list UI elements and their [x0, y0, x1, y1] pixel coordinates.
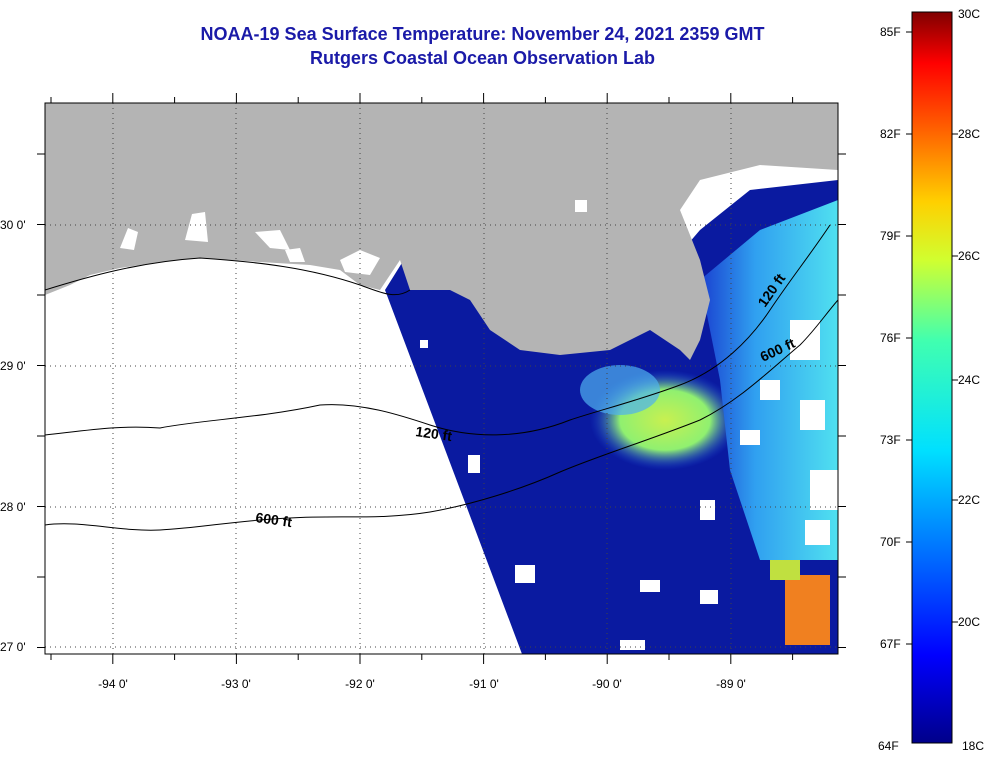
contour-120ft — [45, 224, 831, 436]
land-mask — [45, 103, 838, 360]
lat-label: 30 0' — [0, 218, 26, 232]
contour-near-coast — [45, 257, 411, 296]
graticule — [45, 103, 838, 654]
colorbar — [911, 11, 953, 744]
cloud-mask — [420, 320, 838, 650]
colorbar-fahrenheit-labels: 85F 82F 79F 76F 73F 70F 67F 64F — [878, 25, 901, 753]
longitude-labels: -94 0' -93 0' -92 0' -91 0' -90 0' -89 0… — [98, 677, 746, 691]
colorbar-c-label: 18C — [962, 739, 984, 753]
map-subtitle: Rutgers Coastal Ocean Observation Lab — [309, 48, 656, 68]
colorbar-f-label: 76F — [880, 331, 901, 345]
colorbar-c-label: 30C — [958, 7, 980, 21]
colorbar-f-label: 79F — [880, 229, 901, 243]
loop-current-warm-core — [785, 575, 830, 645]
lon-label: -92 0' — [345, 677, 375, 691]
land-no-data — [120, 200, 587, 275]
contour-label-600-west: 600 ft — [255, 509, 294, 530]
axis-ticks — [37, 93, 846, 664]
lon-label: -90 0' — [592, 677, 622, 691]
colorbar-c-label: 26C — [958, 249, 980, 263]
colorbar-c-label: 20C — [958, 615, 980, 629]
colorbar-c-label: 22C — [958, 493, 980, 507]
map-frame — [44, 102, 839, 655]
colorbar-ticks — [906, 31, 958, 645]
colorbar-c-label: 24C — [958, 373, 980, 387]
map-title: NOAA-19 Sea Surface Temperature: Novembe… — [200, 24, 765, 44]
lon-label: -91 0' — [469, 677, 499, 691]
lat-label: 29 0' — [0, 359, 26, 373]
colorbar-c-label: 28C — [958, 127, 980, 141]
lat-label: 27 0' — [0, 640, 26, 654]
colorbar-f-label: 85F — [880, 25, 901, 39]
colorbar-f-label: 67F — [880, 637, 901, 651]
lon-label: -94 0' — [98, 677, 128, 691]
contour-600ft — [45, 299, 838, 531]
lon-label: -93 0' — [221, 677, 251, 691]
lon-label: -89 0' — [716, 677, 746, 691]
colorbar-celsius-labels: 30C 28C 26C 24C 22C 20C 18C — [958, 7, 984, 753]
warm-edge — [770, 560, 800, 580]
colorbar-f-label: 70F — [880, 535, 901, 549]
latitude-labels: 30 0' 29 0' 28 0' 27 0' — [0, 218, 26, 654]
map-panel: 120 ft 120 ft 600 ft 600 ft — [45, 103, 838, 654]
lat-label: 28 0' — [0, 500, 26, 514]
colorbar-f-label: 64F — [878, 739, 899, 753]
colorbar-f-label: 82F — [880, 127, 901, 141]
warm-water-plume-2 — [580, 365, 660, 415]
contour-label-120-west: 120 ft — [415, 423, 454, 444]
colorbar-f-label: 73F — [880, 433, 901, 447]
